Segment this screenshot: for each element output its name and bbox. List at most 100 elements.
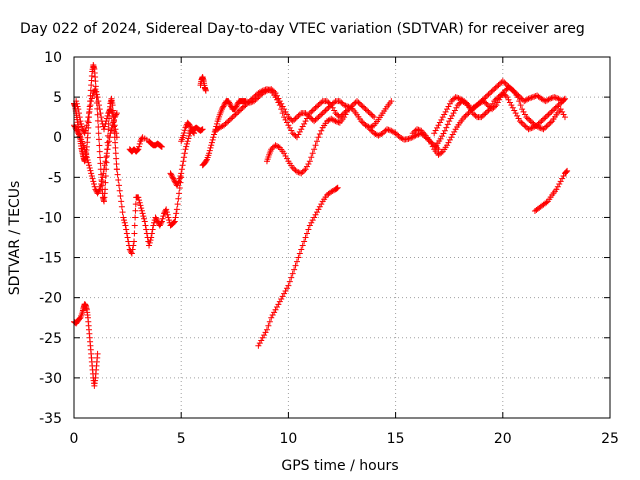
y-tick-label: -5 <box>48 170 62 186</box>
data-point <box>394 131 401 138</box>
data-point <box>84 156 91 163</box>
data-point <box>282 152 289 159</box>
data-point <box>546 110 553 117</box>
data-point <box>248 96 255 103</box>
data-point <box>153 217 160 224</box>
data-point <box>279 110 286 117</box>
data-point <box>93 91 100 98</box>
data-point <box>444 121 451 128</box>
data-point <box>435 122 442 129</box>
data-point <box>89 92 96 99</box>
data-point <box>414 126 421 133</box>
data-point <box>176 178 183 185</box>
data-point <box>100 170 107 177</box>
data-point <box>308 108 315 115</box>
data-point <box>501 79 508 86</box>
data-point <box>276 298 283 305</box>
data-point <box>452 94 459 101</box>
data-point <box>369 122 376 129</box>
data-point <box>492 84 499 91</box>
data-point <box>356 100 363 107</box>
data-point <box>266 318 273 325</box>
data-point <box>551 94 558 101</box>
data-point <box>543 199 550 206</box>
data-point <box>258 337 265 344</box>
data-point <box>548 108 555 115</box>
data-point <box>472 112 479 119</box>
data-point <box>342 102 349 109</box>
data-point <box>334 184 341 191</box>
data-point <box>97 160 104 167</box>
data-point <box>361 104 368 111</box>
data-point <box>532 93 539 100</box>
data-point <box>138 207 145 214</box>
data-point <box>328 102 335 109</box>
data-point <box>521 111 528 118</box>
data-point <box>301 238 308 245</box>
data-point <box>309 150 316 157</box>
data-point <box>226 99 233 106</box>
data-point <box>74 128 81 135</box>
y-tick-label: 5 <box>53 90 62 106</box>
data-point <box>156 222 163 229</box>
data-point <box>336 98 343 105</box>
data-point <box>479 112 486 119</box>
data-point <box>265 86 272 93</box>
data-point <box>122 222 129 229</box>
data-point <box>113 130 120 137</box>
data-point <box>81 128 88 135</box>
data-point <box>268 314 275 321</box>
data-point <box>288 274 295 281</box>
data-point <box>208 142 215 149</box>
series-arc-18 <box>433 84 568 149</box>
data-point <box>301 167 308 174</box>
data-point <box>385 126 392 133</box>
data-point <box>176 175 183 182</box>
data-point <box>552 104 559 111</box>
data-point <box>318 127 325 134</box>
data-point <box>91 183 98 190</box>
data-point <box>73 100 80 107</box>
data-point <box>496 96 503 103</box>
data-point <box>112 150 119 157</box>
data-point <box>461 114 468 121</box>
data-point <box>306 158 313 165</box>
data-point <box>448 98 455 105</box>
data-point <box>112 126 119 133</box>
data-point <box>261 332 268 339</box>
data-point <box>481 111 488 118</box>
data-point <box>185 135 192 142</box>
data-point <box>529 94 536 101</box>
data-point <box>316 100 323 107</box>
ticks <box>73 56 611 419</box>
data-point <box>546 95 553 102</box>
data-point <box>559 108 566 115</box>
data-point <box>358 102 365 109</box>
data-point <box>76 114 83 121</box>
series-arc-9 <box>197 74 209 94</box>
data-point <box>135 194 142 201</box>
data-point <box>116 182 123 189</box>
data-point <box>184 138 191 145</box>
data-point <box>384 126 391 133</box>
data-point <box>315 134 322 141</box>
data-point <box>76 315 83 322</box>
data-point <box>273 96 280 103</box>
data-point <box>489 87 496 94</box>
data-point <box>451 128 458 135</box>
data-point <box>75 106 82 113</box>
series-arc-3 <box>73 86 120 141</box>
data-point <box>547 119 554 126</box>
data-point <box>471 111 478 118</box>
data-point <box>312 104 319 111</box>
data-point <box>491 103 498 110</box>
data-point <box>289 164 296 171</box>
y-tick-label: -25 <box>39 331 62 347</box>
data-point <box>534 123 541 130</box>
data-point <box>539 116 546 123</box>
data-point <box>461 99 468 106</box>
data-point <box>305 160 312 167</box>
data-point <box>135 146 142 153</box>
data-point <box>561 114 568 121</box>
